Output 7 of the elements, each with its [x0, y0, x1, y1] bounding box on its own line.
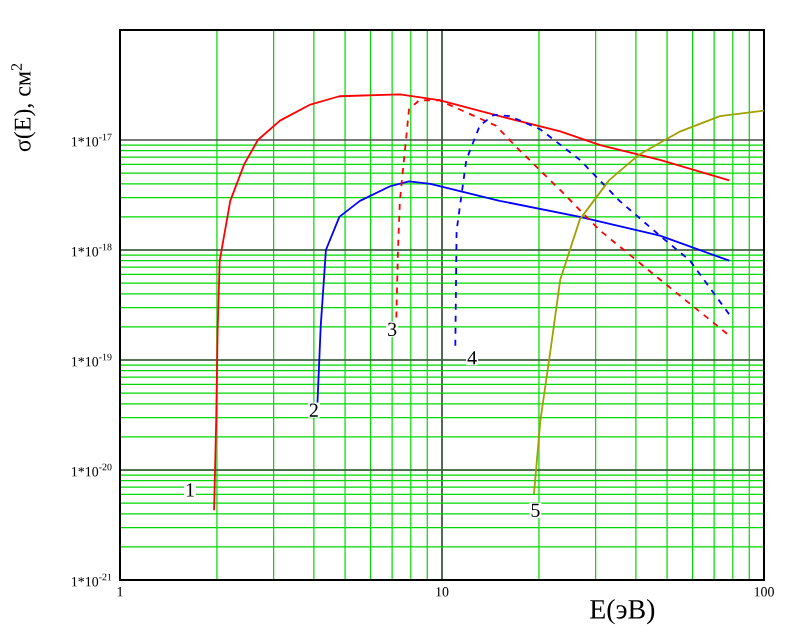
x-axis-title: E(эВ)	[590, 599, 655, 625]
annotation: 2	[309, 403, 318, 417]
y-axis-title: σ(E), см$^{2}$	[11, 63, 36, 152]
annotation: 5	[531, 503, 540, 517]
annotation: 1	[186, 483, 194, 497]
annotation: 3	[388, 322, 397, 337]
annotation: 4	[467, 351, 477, 365]
